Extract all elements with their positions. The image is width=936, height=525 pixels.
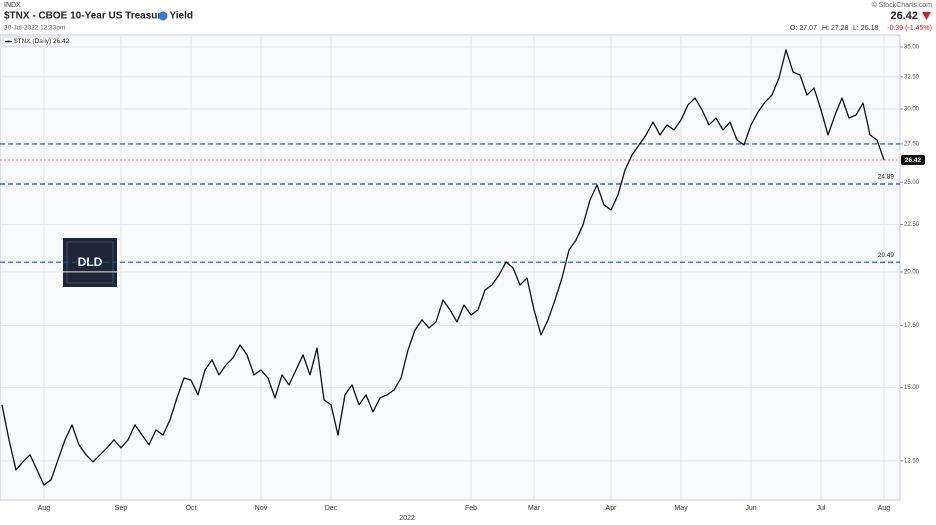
x-tick-label: Aug	[38, 505, 51, 512]
subtitle: 30-Jul-2022 12:33pm	[4, 25, 65, 32]
y-tick-label: 22.50	[904, 222, 920, 228]
add-icon[interactable]	[158, 11, 168, 21]
x-tick-label: Dec	[325, 505, 338, 512]
y-tick-label: 12.50	[904, 458, 920, 464]
copyright: © StockCharts.com	[872, 1, 933, 9]
x-tick-label: Jul	[817, 505, 826, 512]
x-tick-label: Oct	[186, 505, 197, 512]
down-arrow	[922, 12, 931, 20]
x-tick-label: Sep	[115, 505, 128, 512]
last-price-label: 26.42	[905, 157, 922, 164]
plot-area	[0, 34, 901, 501]
last-price: 26.42	[890, 10, 918, 22]
x-tick-label: Nov	[255, 505, 268, 512]
x-tick-label: May	[674, 505, 688, 512]
y-tick-label: 32.50	[904, 74, 920, 80]
level-label: 24.89	[878, 174, 895, 181]
y-tick-label: 20.00	[904, 270, 920, 276]
y-tick-label: 25.00	[904, 180, 920, 186]
level-label: 20.49	[878, 252, 895, 259]
last-price-box	[901, 155, 925, 166]
chart-title: $TNX - CBOE 10-Year US Treasury Yield	[4, 11, 193, 22]
low: L: 26.18	[853, 25, 878, 32]
exchange: INDX	[4, 2, 21, 9]
y-tick-label: 17.50	[904, 323, 920, 329]
legend-box	[2, 36, 66, 47]
y-tick-label: 35.00	[904, 45, 920, 51]
price-line-series	[1, 49, 885, 486]
open: O: 27.07	[790, 25, 817, 32]
high: H: 27.28	[822, 25, 849, 32]
y-tick-label: 15.00	[904, 385, 920, 391]
x-tick-label: Jun	[745, 505, 756, 512]
legend-entry: $TNX (Daily) 26.42	[14, 38, 70, 45]
year-label: 2022	[399, 515, 415, 522]
y-tick-label: 30.00	[904, 107, 920, 113]
x-tick-label: Apr	[606, 505, 618, 512]
x-tick-label: Feb	[465, 505, 477, 512]
x-tick-label: Aug	[878, 505, 891, 512]
change: -0.39 (-1.45%)	[887, 25, 932, 32]
x-tick-label: Mar	[528, 505, 541, 512]
y-tick-label: 27.50	[904, 142, 920, 148]
